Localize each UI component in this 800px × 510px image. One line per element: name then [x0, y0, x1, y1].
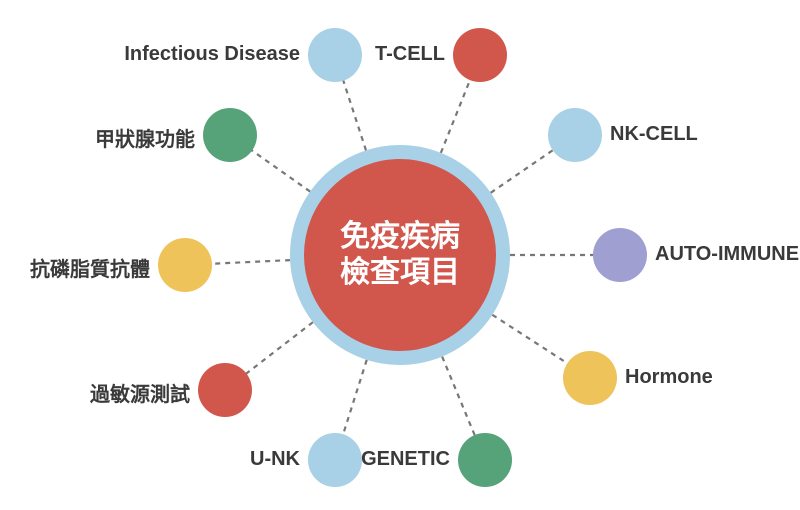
label-auto: AUTO-IMMUNE	[655, 243, 799, 266]
center-hub-label: 免疫疾病 檢查項目	[340, 219, 460, 291]
node-unk	[308, 433, 362, 487]
node-genetic	[458, 433, 512, 487]
diagram-stage: 免疫疾病 檢查項目 Infectious Disease T-CELL NK-CEL…	[0, 0, 800, 510]
node-allergy	[198, 363, 252, 417]
label-hormone: Hormone	[625, 366, 713, 389]
center-hub: 免疫疾病 檢查項目	[290, 145, 510, 365]
node-tcell	[453, 28, 507, 82]
node-phospho	[158, 238, 212, 292]
label-unk: U-NK	[250, 448, 300, 471]
center-line-1: 免疫疾病	[340, 219, 460, 255]
label-infectious: Infectious Disease	[124, 43, 300, 66]
label-genetic: GENETIC	[361, 448, 450, 471]
label-thyroid: 甲狀腺功能	[95, 123, 195, 152]
label-allergy: 過敏源測試	[90, 378, 190, 407]
node-thyroid	[203, 108, 257, 162]
node-infectious	[308, 28, 362, 82]
center-line-2: 檢查項目	[340, 255, 460, 291]
label-tcell: T-CELL	[375, 43, 445, 66]
node-nkcell	[548, 108, 602, 162]
label-nkcell: NK-CELL	[610, 123, 698, 146]
label-phospho: 抗磷脂質抗體	[30, 253, 150, 282]
node-hormone	[563, 351, 617, 405]
node-auto	[593, 228, 647, 282]
